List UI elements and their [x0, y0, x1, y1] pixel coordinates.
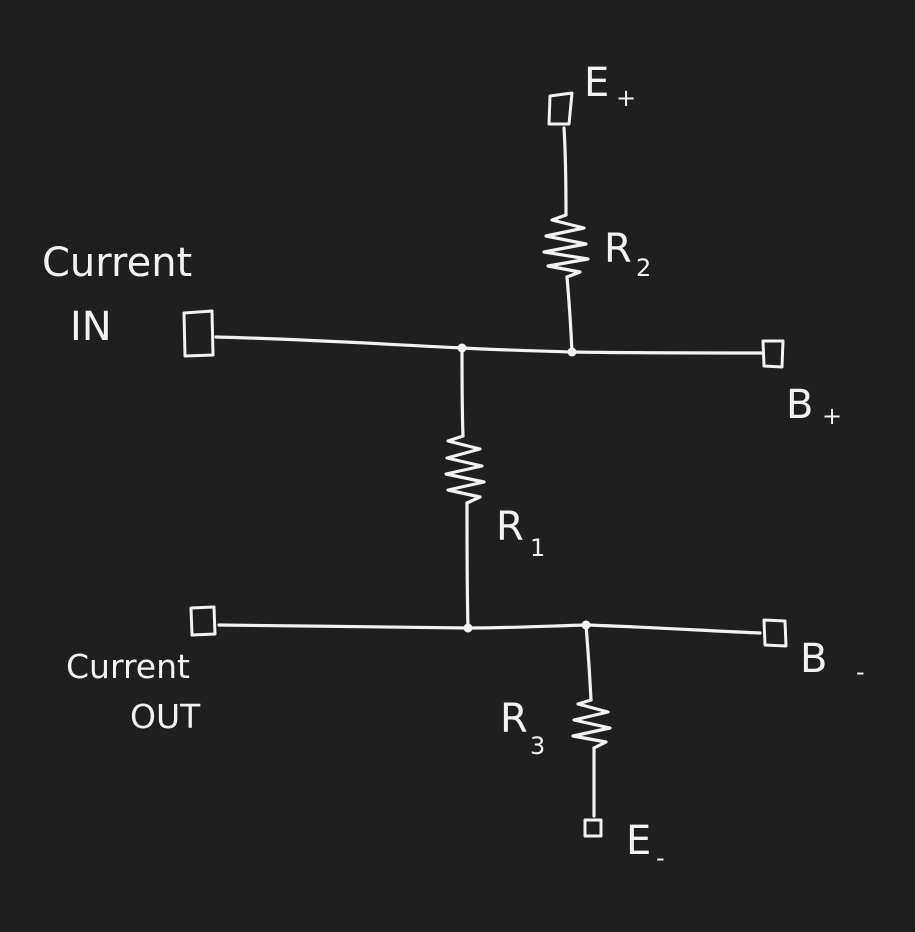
b-plus-terminal	[761, 339, 785, 369]
top-rail-wire	[214, 335, 764, 355]
r3-label: R	[500, 696, 528, 742]
r1-label: R	[496, 504, 524, 550]
e-plus-sublabel: +	[616, 84, 636, 112]
r2-resistor-zigzag	[542, 213, 590, 279]
r2-upper-lead	[562, 126, 568, 217]
current-in-sublabel: IN	[70, 304, 112, 350]
junction-bottom-r3	[581, 620, 591, 630]
junction-bottom-r1	[463, 623, 473, 633]
r2-lower-lead	[565, 275, 574, 354]
r2-sublabel: 2	[636, 254, 651, 282]
bottom-rail-wire	[217, 623, 762, 635]
r1-resistor-zigzag	[444, 434, 486, 505]
e-plus-terminal	[547, 91, 574, 126]
r1-upper-lead	[460, 346, 465, 438]
b-plus-sublabel: +	[822, 402, 842, 430]
b-minus-sublabel: -	[856, 658, 865, 686]
e-minus-sublabel: -	[656, 844, 665, 872]
current-in-terminal	[182, 309, 215, 358]
r1-sublabel: 1	[530, 534, 545, 562]
r3-upper-lead	[584, 623, 593, 702]
e-minus-label: E	[626, 818, 651, 864]
r3-sublabel: 3	[530, 732, 545, 760]
b-plus-label: B	[786, 382, 813, 428]
junction-top-r2	[567, 347, 577, 357]
current-out-terminal	[189, 605, 217, 637]
r2-label: R	[604, 226, 632, 272]
current-out-label: Current	[66, 647, 190, 686]
e-minus-terminal	[583, 818, 603, 838]
r1-lower-lead	[465, 501, 470, 630]
junction-top-r1	[457, 343, 467, 353]
b-minus-terminal	[762, 618, 788, 648]
current-out-sublabel: OUT	[130, 697, 201, 736]
b-minus-label: B	[800, 636, 827, 682]
e-plus-label: E	[584, 60, 609, 106]
current-in-label: Current	[42, 240, 192, 286]
r3-resistor-zigzag	[571, 698, 612, 750]
